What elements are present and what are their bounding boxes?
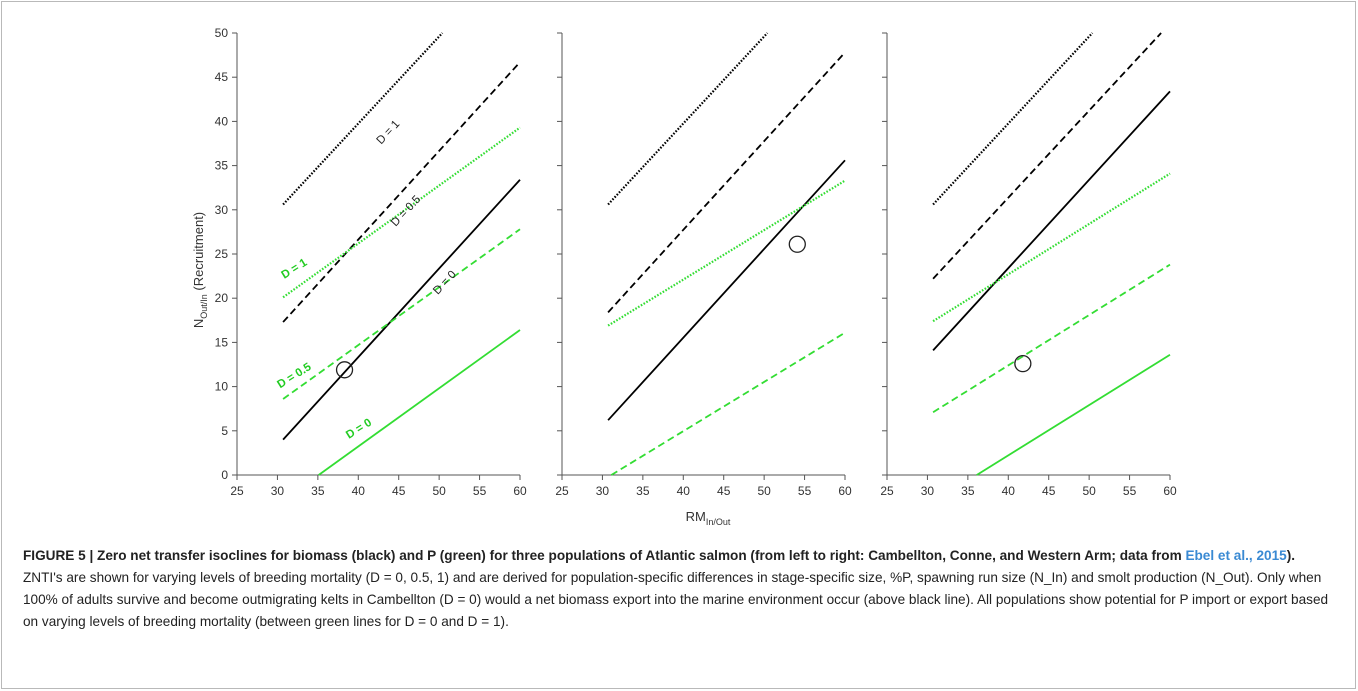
y-tick-label: 15: [215, 335, 229, 349]
x-tick-label: 45: [392, 484, 406, 498]
x-tick-label: 30: [921, 484, 935, 498]
x-tick-label: 25: [230, 484, 244, 498]
x-tick-label: 45: [717, 484, 731, 498]
x-tick-label: 55: [1123, 484, 1137, 498]
series-line-p-solid: [318, 329, 521, 476]
x-tick-label: 55: [473, 484, 487, 498]
series-line-biomass-dashed: [932, 32, 1162, 280]
series-line-biomass-solid: [607, 159, 846, 421]
observed-point-circle: [1014, 354, 1032, 373]
caption-title: FIGURE 5 | Zero net transfer isoclines f…: [23, 548, 1186, 563]
x-tick-label: 50: [1082, 484, 1096, 498]
series-line-p-dotted: [932, 172, 1171, 323]
y-tick-label: 50: [215, 26, 229, 40]
series-line-p-solid: [976, 354, 1171, 476]
series-line-biomass-dotted: [607, 32, 769, 206]
figure-caption: FIGURE 5 | Zero net transfer isoclines f…: [23, 545, 1333, 633]
y-tick-label: 10: [215, 380, 229, 394]
series-line-biomass-dashed: [607, 51, 846, 313]
caption-reference-link[interactable]: Ebel et al., 2015: [1185, 548, 1287, 563]
y-tick-label: 25: [215, 247, 229, 261]
x-tick-label: 35: [636, 484, 650, 498]
x-axis-label: RMIn/Out: [686, 509, 731, 527]
caption-body: ZNTI's are shown for varying levels of b…: [23, 570, 1329, 629]
x-tick-label: 50: [757, 484, 771, 498]
x-tick-label: 45: [1042, 484, 1056, 498]
x-tick-label: 60: [838, 484, 852, 498]
x-tick-label: 25: [880, 484, 894, 498]
y-tick-label: 20: [215, 291, 229, 305]
x-tick-label: 40: [352, 484, 366, 498]
x-tick-label: 60: [1163, 484, 1177, 498]
series-line-biomass-solid: [932, 90, 1171, 351]
line-label: D = 1: [375, 118, 403, 147]
series-line-biomass-solid: [282, 179, 521, 441]
line-label: D = 0.5: [275, 361, 314, 391]
series-line-p-dashed: [610, 331, 846, 476]
x-tick-label: 25: [555, 484, 569, 498]
x-tick-label: 35: [961, 484, 975, 498]
x-tick-label: 60: [513, 484, 527, 498]
x-tick-label: 40: [1002, 484, 1016, 498]
x-tick-label: 50: [432, 484, 446, 498]
series-line-p-dashed: [932, 263, 1171, 413]
y-axis-label: NOut/In (Recruitment): [191, 212, 209, 328]
observed-point-circle: [788, 235, 806, 253]
x-tick-label: 30: [271, 484, 285, 498]
y-tick-label: 30: [215, 203, 229, 217]
x-tick-label: 40: [677, 484, 691, 498]
series-line-p-dashed: [282, 228, 521, 400]
y-tick-label: 40: [215, 114, 229, 128]
x-tick-label: 55: [798, 484, 812, 498]
caption-title-end: ).: [1286, 548, 1296, 563]
line-label: D = 1: [279, 256, 309, 281]
y-tick-label: 5: [221, 424, 228, 438]
series-line-p-dotted: [282, 126, 521, 299]
y-tick-label: 0: [221, 468, 228, 482]
x-tick-label: 30: [596, 484, 610, 498]
y-tick-label: 45: [215, 70, 229, 84]
x-tick-label: 35: [311, 484, 325, 498]
observed-point-circle: [335, 361, 354, 379]
series-line-biomass-dashed: [282, 61, 521, 323]
series-line-p-dotted: [607, 179, 846, 327]
series-line-biomass-dotted: [282, 32, 444, 206]
figure-panels: 0 5 10 15 20 25 30 35 40 45 50 25 30 35 40 45 50 55 60 D = …: [191, 26, 1177, 527]
series-line-biomass-dotted: [932, 32, 1094, 206]
y-tick-label: 35: [215, 159, 229, 173]
